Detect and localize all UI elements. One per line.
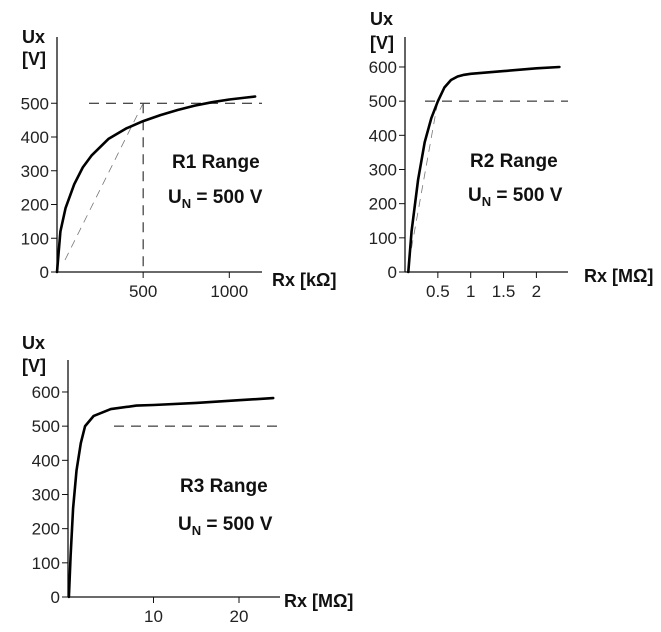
y-tick-label: 500	[32, 417, 60, 436]
x-axis-label: Rx [MΩ]	[284, 591, 353, 611]
voltage-curve	[407, 65, 561, 274]
tangent-guide	[64, 103, 144, 261]
chart-r1: Ux [V] Rx [kΩ] R1 Range UN = 500 V 0 100 2…	[21, 27, 337, 301]
x-tick-label: 0.5	[426, 282, 450, 301]
y-tick-label: 200	[369, 195, 397, 214]
y-tick-label: 600	[369, 58, 397, 77]
nominal-voltage-label: UN = 500 V	[168, 187, 263, 211]
y-tick-label: 400	[32, 451, 60, 470]
y-tick-label: 400	[369, 126, 397, 145]
x-tick-label: 2	[532, 282, 541, 301]
y-axis-label-line2: [V]	[22, 356, 46, 376]
chart-r3: Ux [V] Rx [MΩ] R3 Range UN = 500 V 0 100 2…	[22, 333, 353, 626]
range-label: R3 Range	[180, 476, 268, 497]
x-tick-label: 1	[466, 282, 475, 301]
y-tick-label: 100	[21, 229, 49, 248]
y-tick-label: 500	[21, 94, 49, 113]
range-label: R2 Range	[470, 151, 558, 172]
voltage-curve	[67, 396, 275, 599]
x-tick-label: 1.5	[492, 282, 516, 301]
y-axis-label-line1: Ux	[22, 27, 45, 47]
y-tick-label: 0	[51, 588, 60, 607]
x-tick-label: 500	[129, 282, 157, 301]
range-label: R1 Range	[172, 152, 260, 173]
chart-r2: Ux [V] Rx [MΩ] R2 Range UN = 500 V 0 100 2…	[369, 9, 654, 301]
x-axis-label: Rx [kΩ]	[272, 270, 336, 290]
y-axis-label-line1: Ux	[22, 333, 45, 353]
y-tick-label: 500	[369, 92, 397, 111]
x-tick-label: 1000	[210, 282, 248, 301]
y-tick-label: 200	[32, 520, 60, 539]
y-tick-label: 300	[21, 162, 49, 181]
nominal-voltage-label: UN = 500 V	[178, 514, 273, 538]
y-axis-label-line1: Ux	[370, 9, 393, 29]
y-tick-label: 400	[21, 128, 49, 147]
tangent-guide	[408, 101, 439, 263]
nominal-voltage-label: UN = 500 V	[468, 185, 563, 209]
y-tick-label: 0	[40, 263, 49, 282]
y-tick-label: 300	[32, 485, 60, 504]
y-tick-label: 200	[21, 196, 49, 215]
voltage-curve	[55, 95, 257, 274]
y-tick-label: 600	[32, 383, 60, 402]
x-axis-label: Rx [MΩ]	[584, 266, 653, 286]
y-tick-label: 100	[32, 554, 60, 573]
y-axis-label-line2: [V]	[370, 33, 394, 53]
y-axis-label-line2: [V]	[22, 49, 46, 69]
y-tick-label: 0	[388, 263, 397, 282]
y-tick-label: 300	[369, 160, 397, 179]
x-tick-label: 10	[144, 607, 163, 626]
y-tick-label: 100	[369, 229, 397, 248]
x-tick-label: 20	[230, 607, 249, 626]
